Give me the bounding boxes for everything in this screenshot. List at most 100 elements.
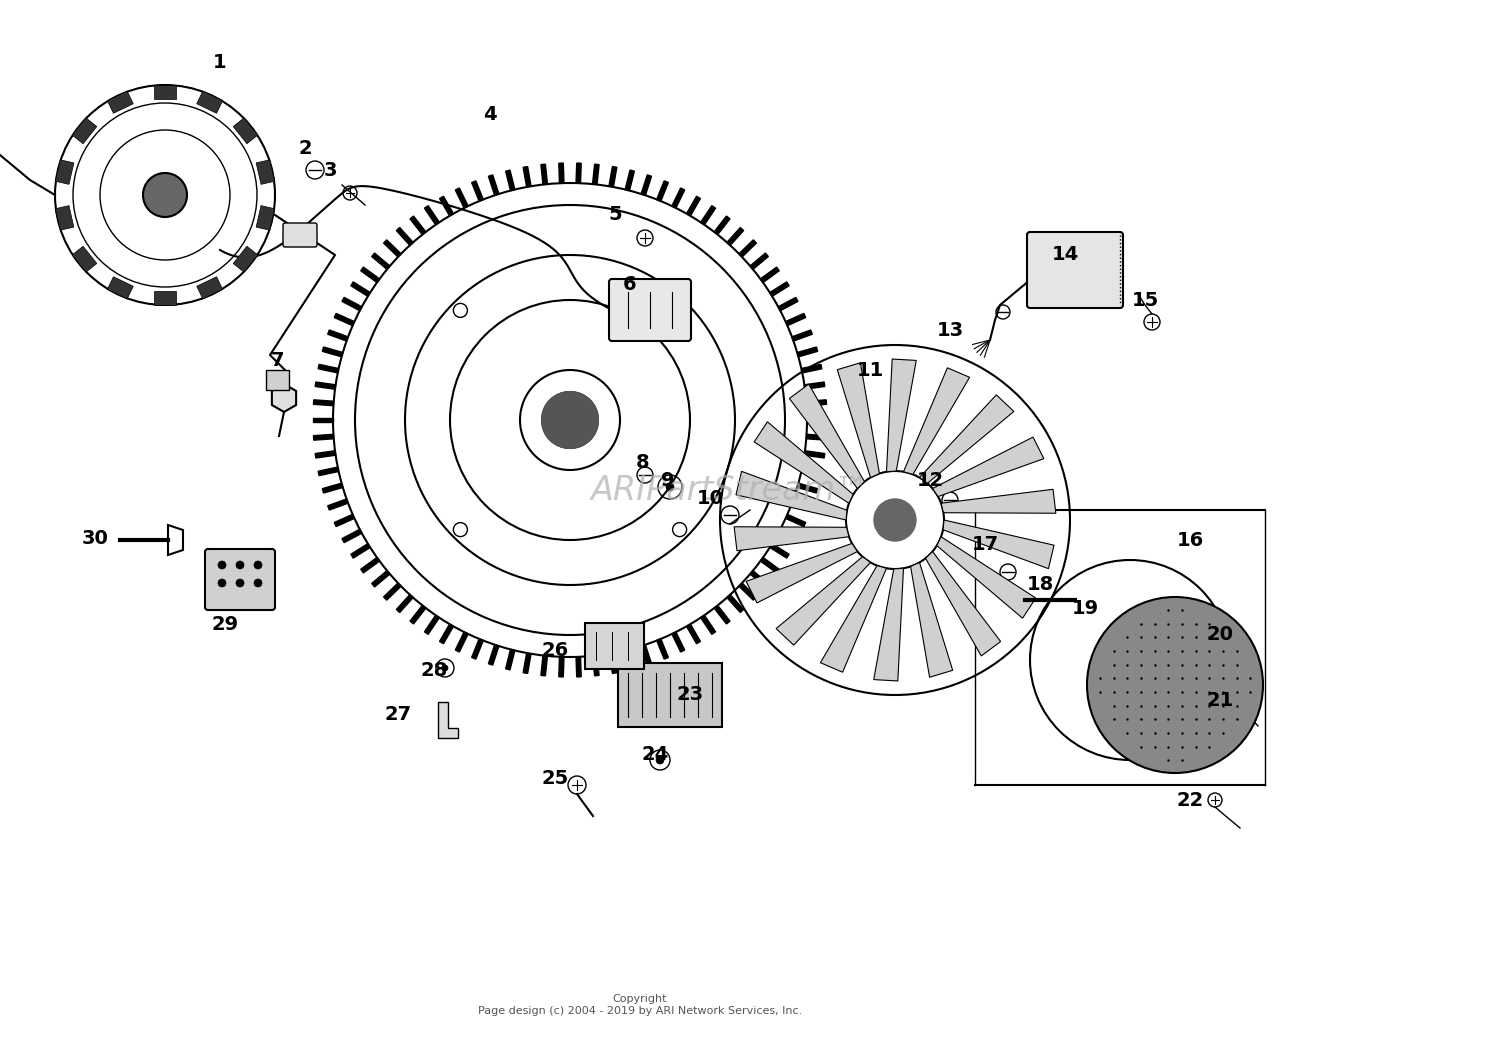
Polygon shape <box>272 384 296 412</box>
Circle shape <box>254 561 262 568</box>
Polygon shape <box>792 330 813 341</box>
Polygon shape <box>196 277 222 299</box>
Polygon shape <box>821 565 886 672</box>
Polygon shape <box>609 166 616 187</box>
Polygon shape <box>626 649 634 670</box>
Text: 5: 5 <box>608 206 622 225</box>
Polygon shape <box>746 543 858 603</box>
Polygon shape <box>640 175 651 195</box>
FancyBboxPatch shape <box>585 623 644 669</box>
Polygon shape <box>542 655 548 676</box>
Polygon shape <box>778 298 798 310</box>
Polygon shape <box>471 181 483 201</box>
Polygon shape <box>592 164 598 185</box>
Polygon shape <box>754 422 853 504</box>
Polygon shape <box>576 656 580 677</box>
Polygon shape <box>792 498 813 510</box>
Polygon shape <box>760 268 778 282</box>
Polygon shape <box>944 520 1054 568</box>
Polygon shape <box>342 529 362 542</box>
Circle shape <box>666 483 674 491</box>
Text: 25: 25 <box>542 768 568 788</box>
Polygon shape <box>456 188 468 208</box>
Polygon shape <box>266 370 290 390</box>
Polygon shape <box>903 368 969 474</box>
Text: 7: 7 <box>272 350 285 370</box>
Polygon shape <box>714 216 730 235</box>
Polygon shape <box>796 483 818 493</box>
FancyBboxPatch shape <box>618 663 722 727</box>
Polygon shape <box>687 196 700 216</box>
Polygon shape <box>424 616 439 634</box>
Polygon shape <box>760 557 778 573</box>
Polygon shape <box>728 595 744 612</box>
Polygon shape <box>920 395 1014 483</box>
Polygon shape <box>314 435 333 440</box>
Polygon shape <box>801 365 822 373</box>
FancyBboxPatch shape <box>1028 232 1124 308</box>
Text: 6: 6 <box>622 276 638 295</box>
Text: 14: 14 <box>1052 246 1078 264</box>
Polygon shape <box>700 206 715 225</box>
Text: 13: 13 <box>936 321 963 340</box>
Polygon shape <box>789 385 864 488</box>
Polygon shape <box>657 638 669 659</box>
Text: 24: 24 <box>642 745 669 765</box>
Polygon shape <box>576 163 580 183</box>
Polygon shape <box>384 583 400 600</box>
Polygon shape <box>362 268 380 282</box>
Polygon shape <box>318 365 339 373</box>
Text: 19: 19 <box>1071 599 1098 618</box>
Polygon shape <box>736 471 847 520</box>
Text: 8: 8 <box>636 454 650 472</box>
Polygon shape <box>940 489 1056 513</box>
Circle shape <box>874 500 916 541</box>
Text: 27: 27 <box>384 705 411 724</box>
Circle shape <box>217 579 226 587</box>
Text: 26: 26 <box>542 641 568 659</box>
Polygon shape <box>796 347 818 356</box>
Text: 11: 11 <box>856 361 883 379</box>
Circle shape <box>236 579 244 587</box>
Polygon shape <box>910 562 952 677</box>
Polygon shape <box>740 583 756 600</box>
Circle shape <box>442 665 448 671</box>
Text: 23: 23 <box>676 686 703 704</box>
Text: 4: 4 <box>483 106 496 124</box>
Polygon shape <box>609 653 616 673</box>
Polygon shape <box>56 206 74 230</box>
Polygon shape <box>489 175 500 195</box>
Polygon shape <box>410 216 426 235</box>
Polygon shape <box>72 247 98 272</box>
Text: 30: 30 <box>81 529 108 548</box>
Polygon shape <box>524 166 531 187</box>
Polygon shape <box>807 418 826 422</box>
Polygon shape <box>506 649 515 670</box>
Polygon shape <box>342 298 362 310</box>
Polygon shape <box>560 656 564 677</box>
FancyBboxPatch shape <box>284 223 316 247</box>
Polygon shape <box>700 616 715 634</box>
Circle shape <box>254 579 262 587</box>
Polygon shape <box>672 632 684 652</box>
Polygon shape <box>232 247 258 272</box>
Polygon shape <box>396 595 412 612</box>
Polygon shape <box>672 188 684 208</box>
Text: 20: 20 <box>1206 626 1233 645</box>
Polygon shape <box>938 537 1036 619</box>
Polygon shape <box>440 624 453 644</box>
Text: 21: 21 <box>1206 691 1233 710</box>
Text: 18: 18 <box>1026 576 1053 595</box>
Polygon shape <box>592 655 598 676</box>
Polygon shape <box>489 645 500 665</box>
Circle shape <box>236 561 244 568</box>
FancyBboxPatch shape <box>206 549 274 610</box>
Polygon shape <box>314 400 333 405</box>
Polygon shape <box>657 181 669 201</box>
Polygon shape <box>56 160 74 184</box>
Polygon shape <box>334 514 354 527</box>
Polygon shape <box>108 91 134 113</box>
Polygon shape <box>640 645 651 665</box>
Polygon shape <box>314 418 333 422</box>
Text: 16: 16 <box>1176 531 1203 550</box>
